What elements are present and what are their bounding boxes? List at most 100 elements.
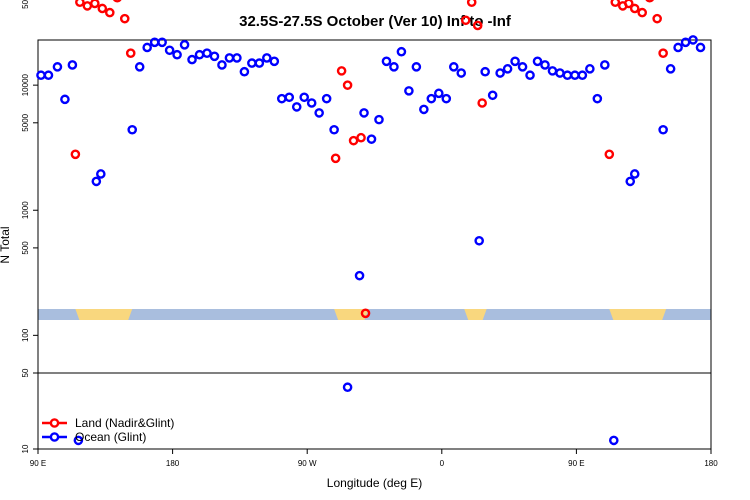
ocean-point	[262, 53, 272, 63]
ocean-point	[172, 49, 182, 60]
ocean-point	[562, 70, 573, 81]
ocean-point	[314, 108, 324, 118]
ocean-point	[36, 70, 46, 81]
ocean-point	[480, 66, 490, 77]
ocean-point	[73, 435, 84, 446]
ocean-point	[149, 37, 160, 48]
ocean-point	[434, 88, 444, 99]
map-land-shape	[334, 309, 369, 320]
ocean-point	[570, 70, 580, 81]
land-point	[477, 98, 487, 108]
land-point	[652, 13, 662, 24]
ocean-point	[396, 46, 407, 57]
land-point	[460, 15, 471, 26]
map-band	[38, 309, 711, 320]
x-tick-label: 90 W	[298, 459, 317, 468]
land-point	[75, 0, 85, 8]
ocean-point	[67, 60, 78, 70]
land-point	[623, 0, 634, 9]
land-point	[610, 0, 621, 8]
ocean-point	[321, 93, 332, 104]
y-axis: 100 500 1000 5000 10000 50000 10 50	[21, 0, 38, 453]
ocean-point	[52, 62, 63, 72]
ocean-point	[487, 90, 498, 101]
ocean-point	[426, 93, 437, 104]
ocean-point	[411, 62, 422, 72]
ocean-point	[224, 53, 235, 63]
y-axis-label: N Total	[0, 226, 12, 263]
ocean-point	[525, 70, 535, 81]
land-point	[604, 149, 615, 160]
map-land-shape	[464, 309, 487, 320]
map-ocean-band	[38, 309, 711, 320]
y-tick-label: 50	[21, 368, 30, 377]
legend: Land (Nadir&Glint)Ocean (Glint)	[42, 416, 174, 444]
data-points	[36, 0, 706, 446]
land-point	[97, 3, 108, 14]
ocean-point	[187, 54, 197, 65]
ocean-point	[247, 58, 257, 68]
land-point	[119, 13, 130, 24]
legend-label: Land (Nadir&Glint)	[75, 416, 174, 430]
ocean-point	[91, 176, 102, 187]
ocean-point	[359, 108, 369, 118]
land-point	[645, 0, 654, 3]
ocean-point	[232, 53, 242, 63]
land-point	[342, 80, 353, 90]
ocean-point	[276, 93, 287, 104]
ocean-point	[142, 42, 152, 53]
land-point	[629, 3, 640, 14]
ocean-point	[517, 62, 528, 72]
y-tick-label: 10	[21, 444, 30, 453]
ocean-point	[404, 86, 414, 96]
ocean-point	[157, 37, 167, 48]
land-point	[472, 20, 483, 31]
ocean-point	[127, 124, 138, 135]
ocean-point	[284, 92, 295, 103]
ocean-point	[60, 94, 70, 105]
ocean-point	[202, 48, 212, 59]
ocean-point	[269, 56, 280, 67]
plot-border	[37, 39, 712, 450]
x-tick-label: 0	[440, 459, 445, 468]
ocean-point	[194, 49, 205, 60]
land-point	[125, 48, 136, 59]
land-point	[104, 7, 115, 18]
ocean-point	[495, 68, 505, 78]
ocean-point	[502, 64, 513, 74]
ocean-point	[306, 98, 317, 108]
ocean-point	[441, 93, 452, 104]
land-point	[637, 7, 648, 18]
ocean-point	[532, 56, 543, 67]
legend-label: Ocean (Glint)	[75, 430, 146, 444]
ocean-point	[673, 42, 683, 53]
ocean-point	[43, 70, 54, 81]
land-point	[82, 1, 93, 11]
ocean-point	[381, 56, 392, 67]
ocean-point	[374, 114, 384, 125]
ocean-point	[134, 62, 145, 72]
ocean-point	[629, 169, 640, 179]
y-tick-label: 50000	[21, 0, 30, 9]
ocean-point	[608, 435, 619, 446]
map-land-shape	[609, 309, 667, 320]
ocean-point	[555, 68, 565, 78]
ocean-point	[448, 62, 459, 72]
ocean-point	[456, 68, 467, 78]
plot-frame	[37, 39, 712, 450]
ocean-point	[179, 40, 190, 50]
ocean-point	[547, 66, 558, 76]
land-point	[360, 308, 371, 319]
land-point	[348, 135, 359, 146]
ocean-point	[419, 104, 429, 115]
ocean-point	[695, 42, 706, 53]
y-tick-label: 100	[21, 328, 30, 342]
ocean-point	[366, 134, 377, 144]
ocean-point	[688, 35, 698, 45]
ocean-point	[254, 58, 265, 68]
ocean-point	[389, 62, 399, 72]
x-tick-label: 90 E	[30, 459, 46, 468]
y-tick-label: 500	[21, 241, 30, 255]
ocean-point	[540, 60, 550, 70]
